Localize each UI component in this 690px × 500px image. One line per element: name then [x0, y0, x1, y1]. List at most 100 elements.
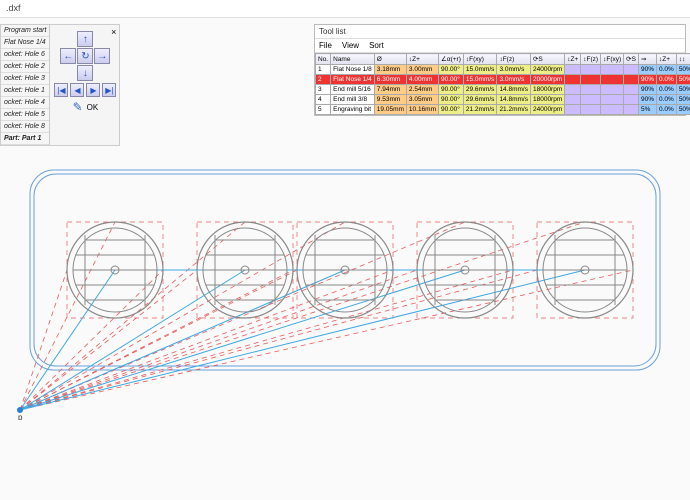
- table-cell: [601, 105, 624, 115]
- table-header[interactable]: ⟳S: [624, 54, 639, 65]
- tool-table-header-row: No.NameØ↕Z+∠α(+r)↕F(xy)↕F(z)⟳S↕Z+↕F(z)↕F…: [316, 54, 690, 65]
- operation-item[interactable]: ocket: Hole 6: [1, 49, 49, 61]
- title-bar: .dxf: [0, 0, 690, 18]
- table-cell: 50%: [676, 85, 690, 95]
- table-cell: 9.53mm: [374, 95, 406, 105]
- table-cell: 0.0%: [656, 105, 676, 115]
- table-header[interactable]: ↕F(xy): [601, 54, 624, 65]
- table-cell: 90.00°: [439, 75, 464, 85]
- table-header[interactable]: Ø: [374, 54, 406, 65]
- table-cell: 90%: [638, 65, 656, 75]
- table-cell: 4: [316, 95, 331, 105]
- table-cell: [581, 95, 601, 105]
- table-header[interactable]: ⇒: [638, 54, 656, 65]
- table-cell: 21.2mm/s: [463, 105, 497, 115]
- table-cell: 5: [316, 105, 331, 115]
- table-cell: [601, 85, 624, 95]
- table-header[interactable]: No.: [316, 54, 331, 65]
- prev-button[interactable]: ◀: [70, 83, 84, 97]
- table-cell: 3: [316, 85, 331, 95]
- table-cell: 0.0%: [656, 85, 676, 95]
- table-cell: 90%: [638, 95, 656, 105]
- table-cell: 20000rpm: [530, 75, 564, 85]
- table-cell: 50%: [676, 75, 690, 85]
- menu-sort[interactable]: Sort: [369, 41, 384, 50]
- arrow-right-button[interactable]: →: [94, 48, 110, 64]
- table-cell: 0.0%: [656, 75, 676, 85]
- table-header[interactable]: ∠α(+r): [439, 54, 464, 65]
- table-header[interactable]: ↕Z+: [656, 54, 676, 65]
- table-header[interactable]: ↕Z+: [565, 54, 581, 65]
- table-cell: 18000rpm: [530, 95, 564, 105]
- table-cell: 7.94mm: [374, 85, 406, 95]
- first-button[interactable]: |◀: [54, 83, 68, 97]
- table-row[interactable]: 5Engraving bit19.05mm10.16mm90.00°21.2mm…: [316, 105, 690, 115]
- table-cell: 29.6mm/s: [463, 85, 497, 95]
- table-cell: 3.00mm: [406, 65, 438, 75]
- arrow-down-button[interactable]: ↓: [77, 65, 93, 81]
- table-cell: [601, 95, 624, 105]
- table-row[interactable]: 1Flat Nose 1/83.18mm3.00mm90.00°15.0mm/s…: [316, 65, 690, 75]
- table-row[interactable]: 2Flat Nose 1/46.30mm4.00mm90.00°15.0mm/s…: [316, 75, 690, 85]
- arrow-left-button[interactable]: ←: [60, 48, 76, 64]
- tool-list-panel: Tool list File View Sort No.NameØ↕Z+∠α(+…: [314, 24, 686, 116]
- table-cell: 3.05mm: [406, 95, 438, 105]
- navigation-controls: × ↑ ← ↻ → ↓ |◀ ◀ ▶ ▶| ✎ OK: [50, 25, 120, 145]
- operation-item[interactable]: ocket: Hole 3: [1, 73, 49, 85]
- file-name: .dxf: [6, 3, 21, 13]
- close-icon[interactable]: ×: [111, 27, 116, 37]
- table-cell: 19.05mm: [374, 105, 406, 115]
- drawing-canvas[interactable]: p: [10, 160, 680, 420]
- arrow-up-button[interactable]: ↑: [77, 31, 93, 47]
- last-button[interactable]: ▶|: [102, 83, 116, 97]
- operation-item[interactable]: ocket: Hole 4: [1, 97, 49, 109]
- table-header[interactable]: ↕F(z): [581, 54, 601, 65]
- table-cell: 90.00°: [439, 65, 464, 75]
- table-cell: [581, 75, 601, 85]
- tool-table-body: 1Flat Nose 1/83.18mm3.00mm90.00°15.0mm/s…: [316, 65, 690, 115]
- table-cell: 29.6mm/s: [463, 95, 497, 105]
- table-cell: 50%: [676, 95, 690, 105]
- refresh-button[interactable]: ↻: [77, 48, 93, 64]
- operation-item[interactable]: Part: Part 1: [1, 133, 49, 145]
- table-cell: End mill 5/16: [331, 85, 375, 95]
- operation-item[interactable]: ocket: Hole 2: [1, 61, 49, 73]
- table-cell: 18000rpm: [530, 85, 564, 95]
- operation-list: Program startFlat Nose 1/4ocket: Hole 6o…: [1, 25, 50, 145]
- operation-item[interactable]: ocket: Hole 1: [1, 85, 49, 97]
- tool-list-title: Tool list: [315, 25, 685, 39]
- menu-file[interactable]: File: [319, 41, 332, 50]
- table-cell: 90.00°: [439, 105, 464, 115]
- navigation-panel: Program startFlat Nose 1/4ocket: Hole 6o…: [0, 24, 120, 146]
- pencil-icon[interactable]: ✎: [73, 100, 83, 114]
- table-cell: End mill 3/8: [331, 95, 375, 105]
- svg-text:p: p: [18, 413, 23, 420]
- table-row[interactable]: 4End mill 3/89.53mm3.05mm90.00°29.6mm/s1…: [316, 95, 690, 105]
- table-cell: [565, 85, 581, 95]
- table-cell: 90%: [638, 75, 656, 85]
- next-button[interactable]: ▶: [86, 83, 100, 97]
- table-header[interactable]: ⟳S: [530, 54, 564, 65]
- table-cell: Flat Nose 1/4: [331, 75, 375, 85]
- table-cell: 2.54mm: [406, 85, 438, 95]
- table-header[interactable]: ↕Z+: [406, 54, 438, 65]
- operation-item[interactable]: ocket: Hole 8: [1, 121, 49, 133]
- table-cell: 14.8mm/s: [497, 85, 531, 95]
- table-header[interactable]: Name: [331, 54, 375, 65]
- table-cell: 50%: [676, 65, 690, 75]
- operation-item[interactable]: ocket: Hole 5: [1, 109, 49, 121]
- operation-item[interactable]: Flat Nose 1/4: [1, 37, 49, 49]
- menu-view[interactable]: View: [342, 41, 359, 50]
- table-row[interactable]: 3End mill 5/167.94mm2.54mm90.00°29.6mm/s…: [316, 85, 690, 95]
- table-header[interactable]: ↕F(xy): [463, 54, 497, 65]
- table-cell: [581, 65, 601, 75]
- table-header[interactable]: ↕↕: [676, 54, 690, 65]
- table-cell: 21.2mm/s: [497, 105, 531, 115]
- operation-item[interactable]: Program start: [1, 25, 49, 37]
- ok-button[interactable]: OK: [87, 103, 99, 112]
- table-cell: 4.00mm: [406, 75, 438, 85]
- table-cell: 14.8mm/s: [497, 95, 531, 105]
- table-header[interactable]: ↕F(z): [497, 54, 531, 65]
- table-cell: [624, 95, 639, 105]
- table-cell: 0.0%: [656, 95, 676, 105]
